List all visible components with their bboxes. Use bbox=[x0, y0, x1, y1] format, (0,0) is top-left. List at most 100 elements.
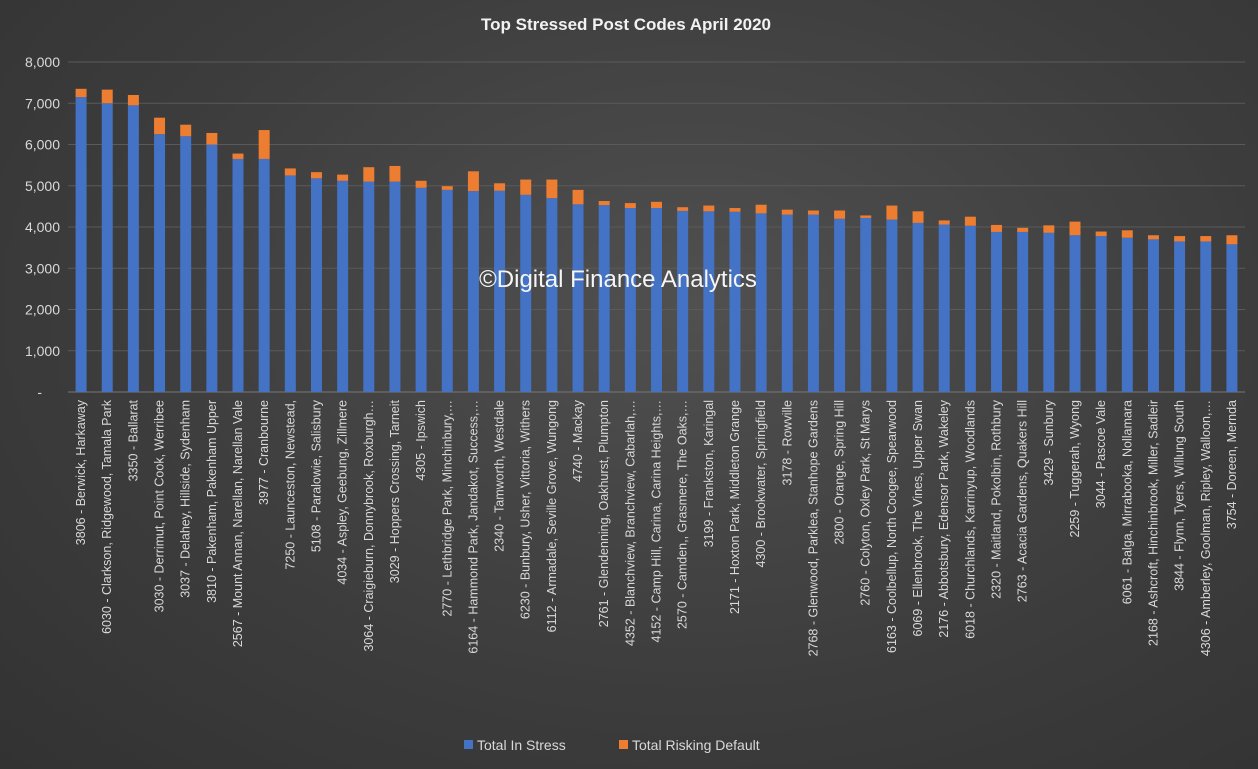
bar-total-in-stress bbox=[781, 214, 793, 392]
x-tick-label: 2763 - Acacia Gardens, Quakers Hill bbox=[1016, 400, 1030, 602]
y-tick-label: 6,000 bbox=[25, 137, 60, 153]
x-tick-label: 2567 - Mount Annan, Narellan, Narellan V… bbox=[231, 400, 245, 647]
bar-total-in-stress bbox=[1226, 244, 1238, 392]
legend-label-risking-default: Total Risking Default bbox=[632, 737, 760, 753]
y-tick-label: 7,000 bbox=[25, 95, 60, 111]
x-tick-label: 3806 - Berwick, Harkaway bbox=[74, 399, 88, 545]
y-tick-label: 1,000 bbox=[25, 343, 60, 359]
bar-total-in-stress bbox=[1174, 241, 1186, 392]
bar-total-risking-default bbox=[154, 117, 166, 135]
bar-total-risking-default bbox=[1017, 227, 1029, 232]
bar-total-risking-default bbox=[781, 209, 793, 215]
legend: Total In Stress Total Risking Default bbox=[464, 737, 760, 753]
x-tick-label: 4034 - Aspley, Geebung, Zillmere bbox=[336, 400, 350, 585]
bar-total-in-stress bbox=[101, 103, 113, 392]
bar-total-risking-default bbox=[807, 210, 819, 215]
bar-total-risking-default bbox=[546, 179, 558, 199]
x-tick-label: 3178 - Rowville bbox=[780, 400, 794, 486]
bar-total-risking-default bbox=[1095, 231, 1107, 237]
bar-total-in-stress bbox=[1017, 231, 1029, 392]
x-tick-label: 5108 - Paralowie, Salisbury bbox=[309, 399, 323, 552]
bar-total-risking-default bbox=[1174, 236, 1186, 242]
x-tick-label: 2171 - Hoxton Park, Middleton Grange bbox=[728, 400, 742, 614]
bar-total-risking-default bbox=[598, 201, 610, 206]
x-tick-label: 3037 - Delahey, Hillside, Sydenham bbox=[179, 400, 193, 598]
bar-total-in-stress bbox=[912, 222, 924, 392]
x-tick-label: 2340 - Tamworth, Westdale bbox=[493, 400, 507, 552]
x-tick-label: 3199 - Frankston, Karingal bbox=[702, 400, 716, 547]
bar-total-risking-default bbox=[258, 130, 270, 159]
bar-total-risking-default bbox=[75, 88, 87, 98]
x-tick-label: 3977 - Cranbourne bbox=[257, 400, 271, 505]
bar-total-risking-default bbox=[1069, 221, 1081, 236]
bar-total-in-stress bbox=[729, 211, 741, 392]
y-tick-label: 5,000 bbox=[25, 178, 60, 194]
bar-total-risking-default bbox=[467, 171, 479, 192]
x-tick-label: 3030 - Derrimut, Point Cook, Werribee bbox=[153, 400, 167, 612]
bars bbox=[75, 88, 1238, 392]
bar-total-risking-default bbox=[415, 180, 427, 188]
bar-total-in-stress bbox=[310, 178, 322, 392]
x-tick-label: 4152 - Camp Hill, Carina, Carina Heights… bbox=[650, 400, 664, 642]
bar-total-risking-default bbox=[310, 172, 322, 179]
x-tick-label: 4300 - Brookwater, Springfield bbox=[754, 400, 768, 568]
bar-total-risking-default bbox=[912, 211, 924, 223]
bar-total-risking-default bbox=[232, 153, 244, 159]
x-tick-label: 6163 - Coolbellup, North Coogee, Spearwo… bbox=[885, 400, 899, 653]
bar-total-risking-default bbox=[651, 201, 662, 209]
x-tick-label: 6030 - Clarkson, Ridgewood, Tamala Park bbox=[100, 399, 114, 634]
x-tick-label: 3350 - Ballarat bbox=[126, 399, 140, 481]
bar-total-in-stress bbox=[363, 181, 375, 392]
x-tick-label: 3844 - Flynn, Tyers, Willung South bbox=[1173, 400, 1187, 591]
bar-total-in-stress bbox=[807, 214, 819, 392]
bar-total-risking-default bbox=[1121, 230, 1133, 238]
bar-total-in-stress bbox=[703, 211, 715, 392]
x-tick-label: 2570 - Camden,, Grasmere, The Oaks,… bbox=[676, 400, 690, 629]
bar-total-risking-default bbox=[938, 220, 950, 225]
bar-total-risking-default bbox=[441, 186, 453, 190]
x-tick-label: 3029 - Hoppers Crossing, Tarneit bbox=[388, 399, 402, 583]
bar-total-in-stress bbox=[1043, 232, 1055, 392]
bar-total-in-stress bbox=[860, 217, 872, 392]
x-tick-label: 2320 - Maitland, Pokolbin, Rothbury bbox=[990, 399, 1004, 598]
x-tick-label: 2761 - Glendenning, Oakhurst, Plumpton bbox=[597, 400, 611, 627]
x-tick-label: 6230 - Bunbury, Usher, Vittoria, Withers bbox=[519, 400, 533, 619]
bar-total-risking-default bbox=[363, 167, 375, 182]
bar-total-in-stress bbox=[546, 198, 558, 392]
x-tick-label: 2800 - Orange, Spring Hill bbox=[833, 400, 847, 545]
bar-total-in-stress bbox=[834, 218, 846, 392]
bar-total-in-stress bbox=[441, 189, 453, 392]
bar-total-risking-default bbox=[520, 179, 532, 195]
bar-total-risking-default bbox=[494, 183, 506, 191]
x-tick-label: 2168 - Ashcroft, Hinchinbrook, Miller, S… bbox=[1146, 400, 1160, 646]
bar-total-risking-default bbox=[729, 208, 741, 212]
bar-total-in-stress bbox=[127, 105, 139, 392]
bar-total-in-stress bbox=[1200, 241, 1212, 392]
bar-total-risking-default bbox=[677, 207, 689, 211]
bar-total-risking-default bbox=[572, 189, 584, 205]
bar-total-risking-default bbox=[834, 210, 846, 219]
x-tick-label: 6069 - Ellenbrook, The Vines, Upper Swan bbox=[911, 400, 925, 637]
x-tick-label: 6112 - Armadale, Seville Grove, Wungong bbox=[545, 400, 559, 632]
chart-title: Top Stressed Post Codes April 2020 bbox=[481, 15, 771, 34]
x-tick-label: 3429 - Sunbury bbox=[1042, 399, 1056, 485]
bar-total-in-stress bbox=[337, 180, 349, 392]
bar-total-in-stress bbox=[75, 97, 87, 392]
bar-total-risking-default bbox=[703, 205, 715, 212]
bar-total-in-stress bbox=[1069, 235, 1081, 392]
y-tick-label: 2,000 bbox=[25, 302, 60, 318]
x-tick-label: 7250 - Launceston, Newstead, bbox=[283, 400, 297, 570]
bar-total-in-stress bbox=[389, 181, 401, 392]
bar-total-in-stress bbox=[258, 158, 270, 392]
x-tick-label: 4352 - Blanchview, Branchview, Cabarlah,… bbox=[623, 400, 637, 646]
x-tick-label: 2770 - Lethbridge Park, Minchinbury,… bbox=[440, 400, 454, 617]
bar-total-in-stress bbox=[598, 205, 610, 392]
bar-total-in-stress bbox=[991, 231, 1003, 392]
bar-total-risking-default bbox=[1200, 236, 1212, 242]
bar-total-in-stress bbox=[1147, 239, 1159, 392]
x-tick-label: 2176 - Abbotsbury, Edensor Park, Wakeley bbox=[937, 399, 951, 637]
bar-total-in-stress bbox=[572, 204, 584, 392]
legend-label-in-stress: Total In Stress bbox=[477, 737, 566, 753]
bar-total-risking-default bbox=[101, 89, 113, 104]
bar-total-risking-default bbox=[886, 205, 898, 220]
